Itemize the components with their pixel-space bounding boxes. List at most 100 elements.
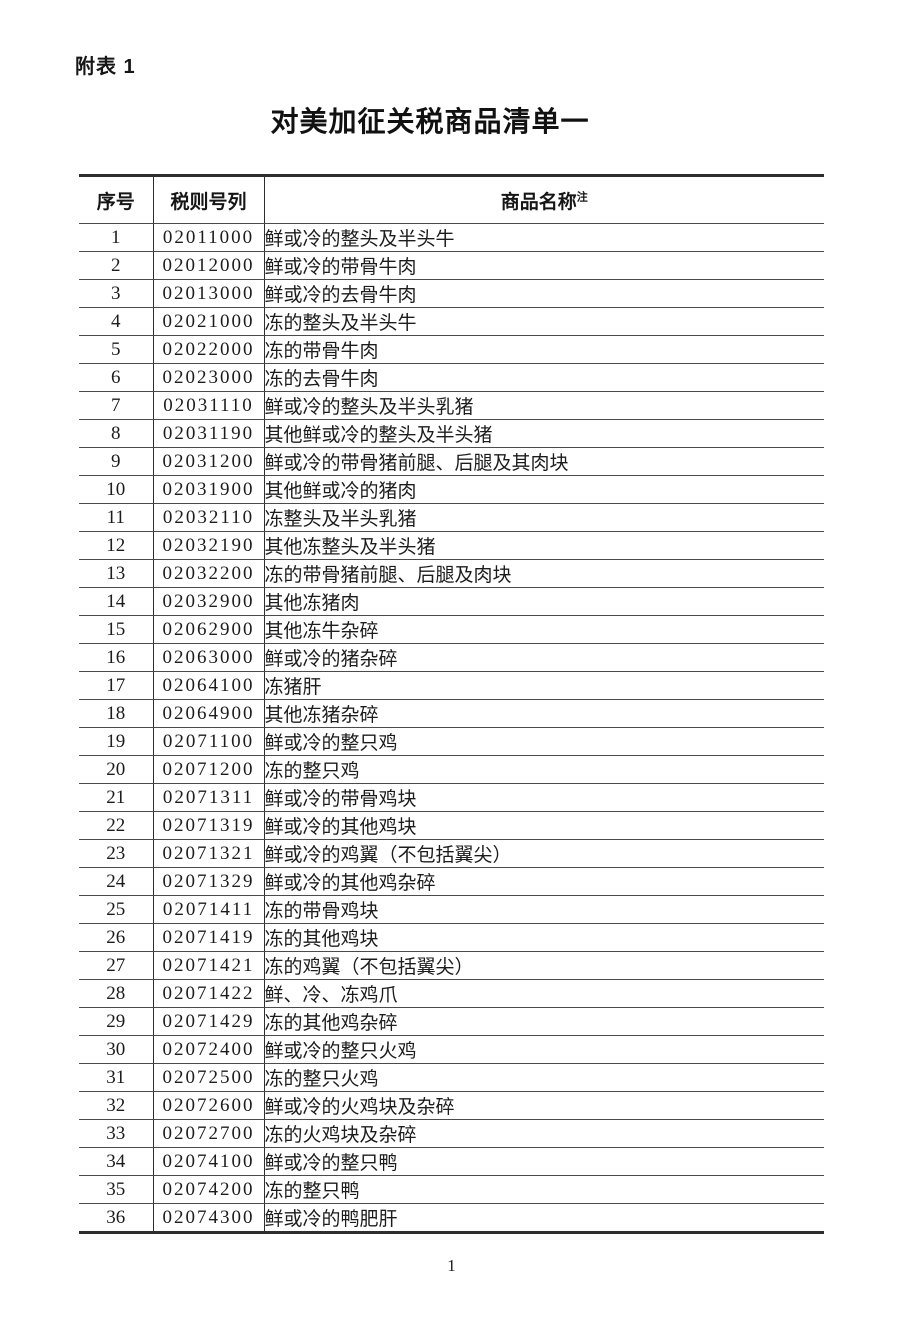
tariff-code-cell: 02063000 [153,643,265,672]
header-name-note-superscript: 注 [576,191,588,204]
table-row: 16 02063000 鲜或冷的猪杂碎 [79,643,824,672]
product-name-cell: 鲜或冷的火鸡块及杂碎 [264,1091,824,1120]
tariff-code-cell: 02031900 [153,475,265,504]
row-index-cell: 24 [79,867,154,896]
table-row: 21 02071311 鲜或冷的带骨鸡块 [79,783,824,812]
row-index-cell: 10 [79,475,154,504]
table-row: 33 02072700 冻的火鸡块及杂碎 [79,1119,824,1148]
product-name-cell: 其他鲜或冷的整头及半头猪 [264,419,824,448]
table-header-row: 序号 税则号列 商品名称注 [79,175,824,224]
row-index-cell: 7 [79,391,154,420]
product-name-cell: 冻的带骨猪前腿、后腿及肉块 [264,559,824,588]
tariff-code-cell: 02012000 [153,251,265,280]
tariff-code-cell: 02071411 [153,895,265,924]
table-row: 35 02074200 冻的整只鸭 [79,1175,824,1204]
row-index-cell: 32 [79,1091,154,1120]
table-row: 24 02071329 鲜或冷的其他鸡杂碎 [79,867,824,896]
tariff-code-cell: 02072700 [153,1119,265,1148]
row-index-cell: 14 [79,587,154,616]
table-row: 23 02071321 鲜或冷的鸡翼（不包括翼尖） [79,839,824,868]
product-name-cell: 冻的带骨牛肉 [264,335,824,364]
tariff-code-cell: 02071419 [153,923,265,952]
product-name-cell: 鲜或冷的鸡翼（不包括翼尖） [264,839,824,868]
product-name-cell: 冻猪肝 [264,671,824,700]
tariff-code-cell: 02021000 [153,307,265,336]
product-name-cell: 鲜或冷的带骨牛肉 [264,251,824,280]
row-index-cell: 26 [79,923,154,952]
header-name-text: 商品名称 [500,191,577,213]
tariff-code-cell: 02071429 [153,1007,265,1036]
tariff-table: 序号 税则号列 商品名称注 1 02011000 鲜或冷的整头及半头牛 2 020120… [79,174,824,1234]
tariff-code-cell: 02071329 [153,867,265,896]
product-name-cell: 鲜或冷的整只鸡 [264,727,824,756]
table-row: 10 02031900 其他鲜或冷的猪肉 [79,475,824,504]
row-index-cell: 16 [79,643,154,672]
table-row: 22 02071319 鲜或冷的其他鸡块 [79,811,824,840]
product-name-cell: 鲜或冷的整头及半头乳猪 [264,391,824,420]
header-code: 税则号列 [153,175,265,224]
tariff-code-cell: 02022000 [153,335,265,364]
row-index-cell: 31 [79,1063,154,1092]
product-name-cell: 其他冻牛杂碎 [264,615,824,644]
table-row: 8 02031190 其他鲜或冷的整头及半头猪 [79,419,824,448]
product-name-cell: 鲜或冷的整只鸭 [264,1147,824,1176]
tariff-code-cell: 02032900 [153,587,265,616]
row-index-cell: 33 [79,1119,154,1148]
header-index: 序号 [79,175,154,224]
row-index-cell: 34 [79,1147,154,1176]
row-index-cell: 36 [79,1203,154,1234]
product-name-cell: 其他鲜或冷的猪肉 [264,475,824,504]
product-name-cell: 鲜或冷的整头及半头牛 [264,223,824,252]
table-row: 7 02031110 鲜或冷的整头及半头乳猪 [79,391,824,420]
product-name-cell: 冻整头及半头乳猪 [264,503,824,532]
table-row: 13 02032200 冻的带骨猪前腿、后腿及肉块 [79,559,824,588]
product-name-cell: 冻的整只鸡 [264,755,824,784]
row-index-cell: 18 [79,699,154,728]
row-index-cell: 22 [79,811,154,840]
table-row: 2 02012000 鲜或冷的带骨牛肉 [79,251,824,280]
attachment-label: 附表 1 [75,56,136,78]
row-index-cell: 35 [79,1175,154,1204]
row-index-cell: 21 [79,783,154,812]
tariff-code-cell: 02071311 [153,783,265,812]
tariff-code-cell: 02032110 [153,503,265,532]
product-name-cell: 鲜或冷的其他鸡块 [264,811,824,840]
product-name-cell: 鲜或冷的其他鸡杂碎 [264,867,824,896]
row-index-cell: 1 [79,223,154,252]
row-index-cell: 15 [79,615,154,644]
product-name-cell: 冻的带骨鸡块 [264,895,824,924]
tariff-code-cell: 02071422 [153,979,265,1008]
table-row: 19 02071100 鲜或冷的整只鸡 [79,727,824,756]
table-row: 14 02032900 其他冻猪肉 [79,587,824,616]
tariff-code-cell: 02032200 [153,559,265,588]
header-name: 商品名称注 [264,175,824,224]
row-index-cell: 9 [79,447,154,476]
table-row: 34 02074100 鲜或冷的整只鸭 [79,1147,824,1176]
tariff-code-cell: 02072500 [153,1063,265,1092]
table-row: 3 02013000 鲜或冷的去骨牛肉 [79,279,824,308]
product-name-cell: 鲜或冷的带骨猪前腿、后腿及其肉块 [264,447,824,476]
product-name-cell: 冻的整头及半头牛 [264,307,824,336]
tariff-code-cell: 02064100 [153,671,265,700]
table-row: 12 02032190 其他冻整头及半头猪 [79,531,824,560]
tariff-code-cell: 02031110 [153,391,265,420]
tariff-code-cell: 02062900 [153,615,265,644]
product-name-cell: 冻的鸡翼（不包括翼尖） [264,951,824,980]
tariff-code-cell: 02011000 [153,223,265,252]
product-name-cell: 其他冻猪杂碎 [264,699,824,728]
table-row: 6 02023000 冻的去骨牛肉 [79,363,824,392]
table-row: 27 02071421 冻的鸡翼（不包括翼尖） [79,951,824,980]
table-row: 30 02072400 鲜或冷的整只火鸡 [79,1035,824,1064]
row-index-cell: 12 [79,531,154,560]
row-index-cell: 23 [79,839,154,868]
table-row: 5 02022000 冻的带骨牛肉 [79,335,824,364]
table-row: 17 02064100 冻猪肝 [79,671,824,700]
tariff-code-cell: 02064900 [153,699,265,728]
row-index-cell: 3 [79,279,154,308]
table-row: 29 02071429 冻的其他鸡杂碎 [79,1007,824,1036]
table-row: 26 02071419 冻的其他鸡块 [79,923,824,952]
row-index-cell: 17 [79,671,154,700]
table-row: 31 02072500 冻的整只火鸡 [79,1063,824,1092]
tariff-code-cell: 02071100 [153,727,265,756]
product-name-cell: 鲜或冷的带骨鸡块 [264,783,824,812]
